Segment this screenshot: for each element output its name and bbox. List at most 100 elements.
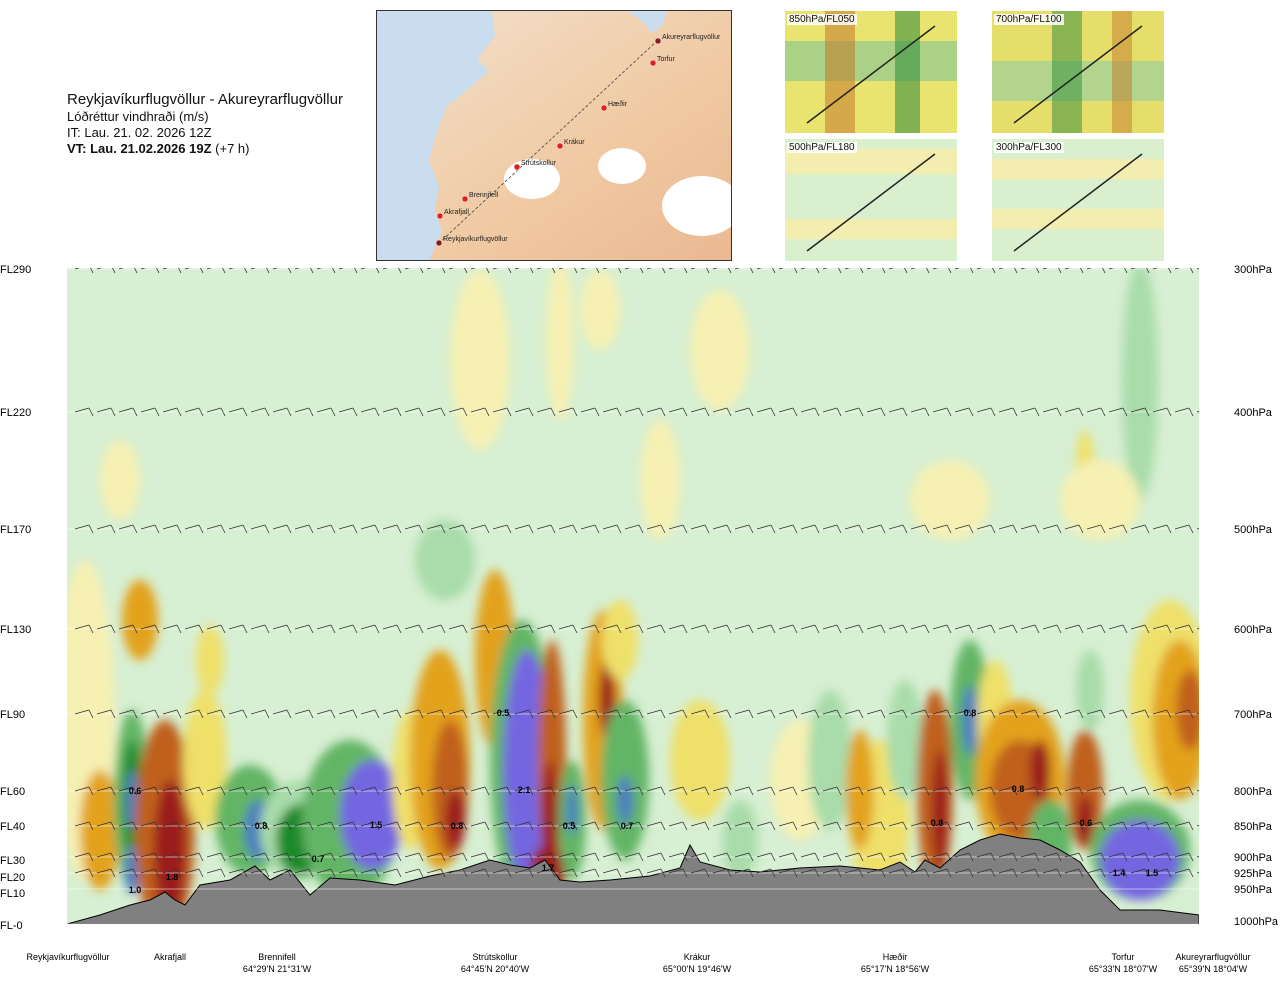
wind-barb	[162, 524, 178, 530]
wind-barb-flag	[374, 407, 380, 417]
header-block: Reykjavíkurflugvöllur - Akureyrarflugvöl…	[67, 90, 387, 157]
wind-barb-flag	[176, 709, 182, 719]
wind-barb	[910, 624, 926, 630]
thumb-700[interactable]: 700hPa/FL100	[992, 11, 1164, 133]
wind-barb	[712, 624, 728, 630]
wind-barb-flag	[1056, 786, 1062, 796]
wind-barb-flag	[594, 852, 600, 862]
station-name: Brennifell	[258, 952, 296, 962]
wind-barb	[624, 786, 640, 792]
wind-barb-flag	[220, 868, 226, 878]
wind-barb	[910, 524, 926, 530]
wind-barb-flag	[132, 524, 138, 534]
thumb-500[interactable]: 500hPa/FL180	[785, 139, 957, 261]
sea-west	[377, 11, 495, 260]
wind-barb	[448, 524, 464, 530]
wind-barb	[140, 407, 156, 413]
wind-barb	[800, 821, 816, 827]
thumb-300[interactable]: 300hPa/FL300	[992, 139, 1164, 261]
wind-barb	[580, 624, 596, 630]
wind-barb-flag	[198, 852, 204, 862]
wind-barb-flag	[244, 268, 248, 274]
wind-barb	[272, 852, 288, 858]
wind-barb-flag	[110, 868, 116, 878]
wind-barb-flag	[1012, 852, 1018, 862]
wind-barb-flag	[926, 268, 930, 274]
wind-barb	[1196, 872, 1199, 874]
wind-barb	[954, 786, 970, 792]
wind-barb-flag	[266, 268, 270, 274]
wind-barb-flag	[1012, 524, 1018, 534]
wind-barb	[1086, 821, 1102, 827]
wind-barb	[96, 524, 112, 530]
wind-barb	[734, 852, 750, 858]
wind-barb	[756, 268, 762, 270]
wind-barb	[998, 868, 1014, 874]
wind-barb-flag	[110, 624, 116, 634]
wind-barb-flag	[1122, 786, 1128, 796]
wind-barb-flag	[1078, 821, 1084, 831]
wind-barb	[558, 868, 574, 874]
wind-barb	[404, 868, 420, 874]
wind-barb-flag	[858, 786, 864, 796]
wind-barb-flag	[990, 852, 996, 862]
wind-barb	[426, 524, 442, 530]
wind-barb-flag	[638, 709, 644, 719]
wind-barb	[1174, 268, 1180, 270]
wind-barb-flag	[156, 268, 160, 274]
velocity-contour	[602, 600, 638, 680]
wind-barb-flag	[222, 268, 226, 274]
wind-barb-flag	[1166, 786, 1172, 796]
wind-barb-flag	[88, 524, 94, 534]
velocity-contour	[100, 440, 140, 520]
wind-barb	[932, 268, 938, 270]
wind-barb-flag	[132, 624, 138, 634]
wind-barb-flag	[682, 852, 688, 862]
wind-barb	[1152, 524, 1168, 530]
flight-level-tick-label: FL20	[0, 872, 25, 884]
wind-barb-flag	[176, 852, 182, 862]
wind-barb	[976, 709, 992, 715]
wind-barb	[668, 868, 684, 874]
wind-barb-flag	[1211, 408, 1215, 416]
wind-barb	[316, 868, 332, 874]
wind-barb-flag	[242, 624, 248, 634]
wind-barb	[272, 624, 288, 630]
wind-barb-flag	[440, 524, 446, 534]
wind-barb	[844, 407, 860, 413]
wind-barb-flag	[506, 868, 512, 878]
wind-barb	[756, 709, 772, 715]
wind-barb	[492, 868, 508, 874]
wind-barb	[1064, 852, 1080, 858]
velocity-contour	[690, 290, 750, 410]
wind-barb-flag	[924, 786, 930, 796]
wind-barb-flag	[1124, 268, 1128, 274]
wind-barb	[118, 821, 134, 827]
wind-barb-flag	[484, 524, 490, 534]
velocity-value-label: 1.0	[129, 885, 142, 895]
wind-barb	[954, 868, 970, 874]
wind-barb	[1064, 407, 1080, 413]
wind-barb-flag	[684, 268, 688, 274]
wind-barb-flag	[814, 786, 820, 796]
wind-barb	[668, 268, 674, 270]
wind-barb	[228, 852, 244, 858]
velocity-contour	[1030, 740, 1050, 800]
wind-barb	[800, 524, 816, 530]
wind-barb-flag	[376, 268, 380, 274]
wind-barb-flag	[308, 821, 314, 831]
wind-barb-flag	[1058, 268, 1062, 274]
wind-barb-flag	[616, 821, 622, 831]
wind-barb	[932, 524, 948, 530]
wind-barb	[470, 868, 486, 874]
wind-barb	[250, 868, 266, 874]
wind-barb-flag	[308, 786, 314, 796]
wind-barb-flag	[1100, 852, 1106, 862]
wind-barb-flag	[374, 868, 380, 878]
wind-barb	[844, 268, 850, 270]
wind-barb-flag	[572, 852, 578, 862]
thumb-850[interactable]: 850hPa/FL050	[785, 11, 957, 133]
wind-barb-flag	[528, 852, 534, 862]
variable-subtitle: Lóðréttur vindhraði (m/s)	[67, 109, 209, 124]
wind-barb	[448, 268, 454, 270]
